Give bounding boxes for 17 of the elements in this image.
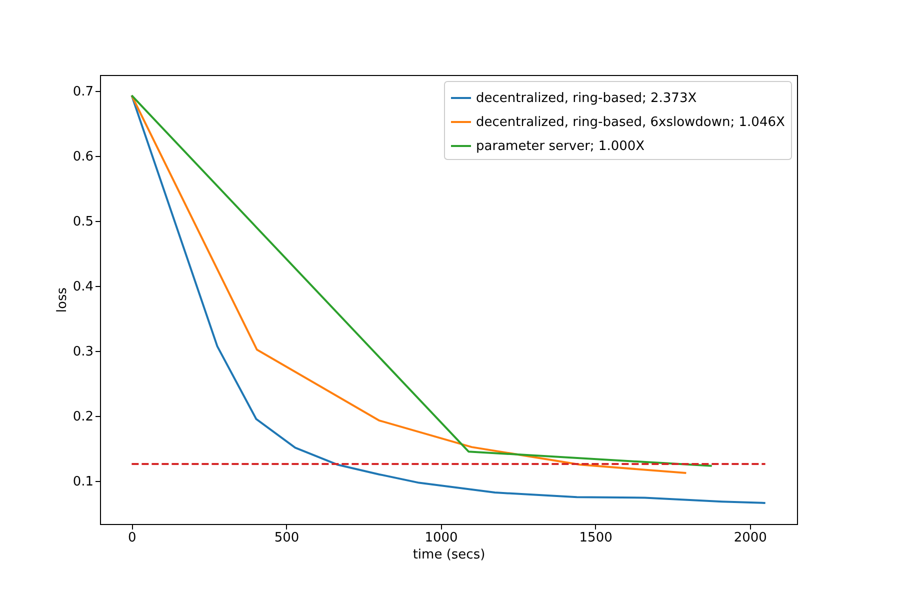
y-tick-label: 0.5 [72,214,94,230]
y-tick-label: 0.3 [72,344,94,360]
x-tick-label: 0 [128,530,136,546]
y-tick-label: 0.6 [72,149,94,164]
y-tick-label: 0.7 [72,84,94,100]
x-tick-label: 500 [274,530,300,546]
y-tick-label: 0.1 [72,474,94,490]
x-axis-title: time (secs) [412,548,486,562]
x-tick-label: 2000 [734,530,767,546]
x-tick-label: 1500 [579,530,612,546]
y-axis-title: loss [54,287,70,313]
y-tick-label: 0.2 [72,409,94,424]
y-tick-label: 0.4 [72,279,94,294]
legend-label: decentralized, ring-based; 2.373X [476,91,697,106]
x-tick-label: 1000 [424,530,458,546]
legend-label: parameter server; 1.000X [476,139,645,154]
legend-label: decentralized, ring-based, 6xslowdown; 1.046X [476,115,785,130]
